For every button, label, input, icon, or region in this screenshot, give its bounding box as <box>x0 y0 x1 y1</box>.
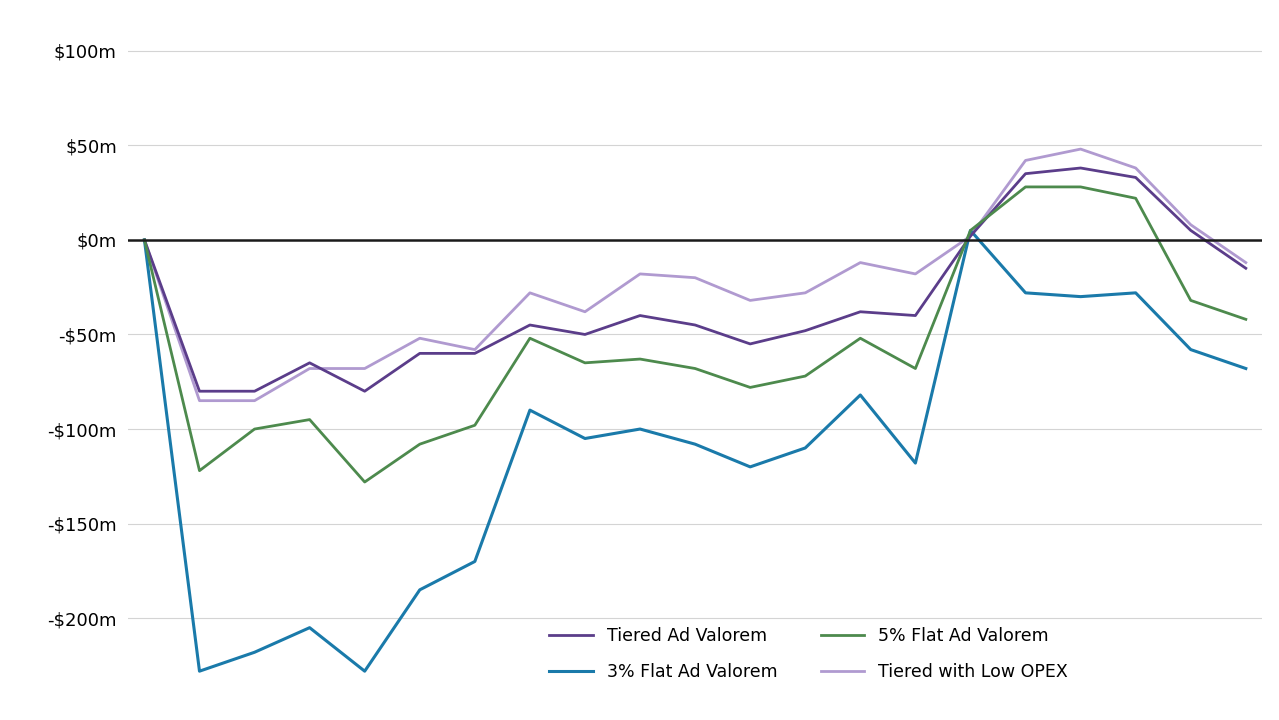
Legend: Tiered Ad Valorem, 3% Flat Ad Valorem, 5% Flat Ad Valorem, Tiered with Low OPEX: Tiered Ad Valorem, 3% Flat Ad Valorem, 5… <box>542 621 1074 688</box>
